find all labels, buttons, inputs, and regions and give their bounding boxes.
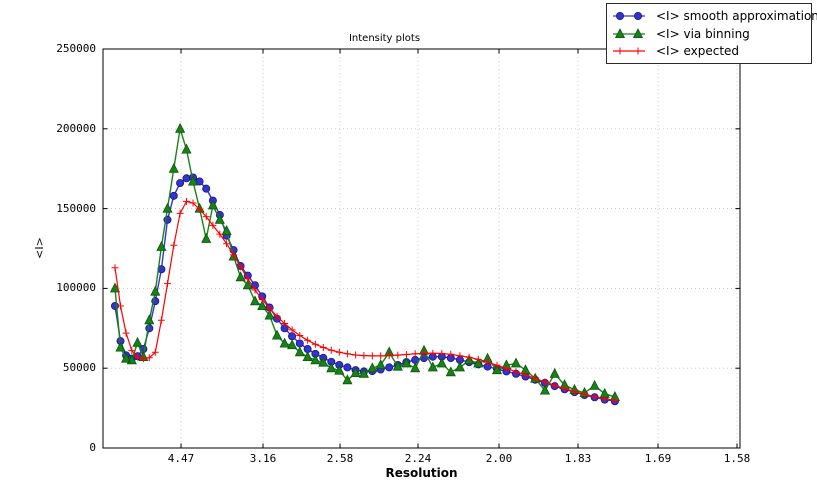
x-tick-label: 2.24 bbox=[404, 452, 432, 465]
x-tick-label: 1.58 bbox=[723, 452, 751, 465]
y-tick-label: 50000 bbox=[62, 361, 96, 375]
legend-label: <I> via binning bbox=[656, 26, 750, 41]
y-tick-label: 150000 bbox=[56, 201, 96, 215]
x-tick-label: 4.47 bbox=[167, 452, 195, 465]
axis-ticks bbox=[103, 48, 740, 449]
legend-item-expected: <I> expected bbox=[611, 42, 807, 60]
legend: <I> smooth approximation <I> via binning… bbox=[606, 3, 817, 64]
x-tick-label: 1.83 bbox=[564, 452, 592, 465]
legend-item-via-binning: <I> via binning bbox=[611, 25, 807, 43]
x-tick-label: 2.58 bbox=[326, 452, 354, 465]
gridlines bbox=[103, 49, 740, 448]
x-tick-label: 1.69 bbox=[644, 452, 672, 465]
series-plus bbox=[111, 197, 619, 404]
y-axis-label: <I> bbox=[33, 237, 46, 259]
x-tick-label: 3.16 bbox=[249, 452, 277, 465]
x-tick-label: 2.00 bbox=[485, 452, 513, 465]
legend-label: <I> expected bbox=[656, 44, 740, 59]
y-tick-label: 250000 bbox=[56, 42, 96, 55]
y-tick-label: 0 bbox=[89, 441, 96, 454]
y-tick-label: 200000 bbox=[56, 121, 96, 135]
y-tick-label: 100000 bbox=[56, 281, 96, 295]
plot-border bbox=[102, 48, 741, 449]
chart-title: Intensity plots bbox=[348, 33, 421, 44]
legend-label: <I> smooth approximation bbox=[656, 8, 817, 23]
legend-marker-plus-icon bbox=[613, 47, 645, 55]
legend-item-smooth-approximation: <I> smooth approximation bbox=[611, 7, 817, 25]
x-axis-label: Resolution bbox=[385, 466, 458, 480]
legend-marker-triangle-icon bbox=[613, 27, 645, 38]
series-triangle bbox=[109, 122, 620, 401]
legend-marker-circle-icon bbox=[613, 11, 645, 20]
